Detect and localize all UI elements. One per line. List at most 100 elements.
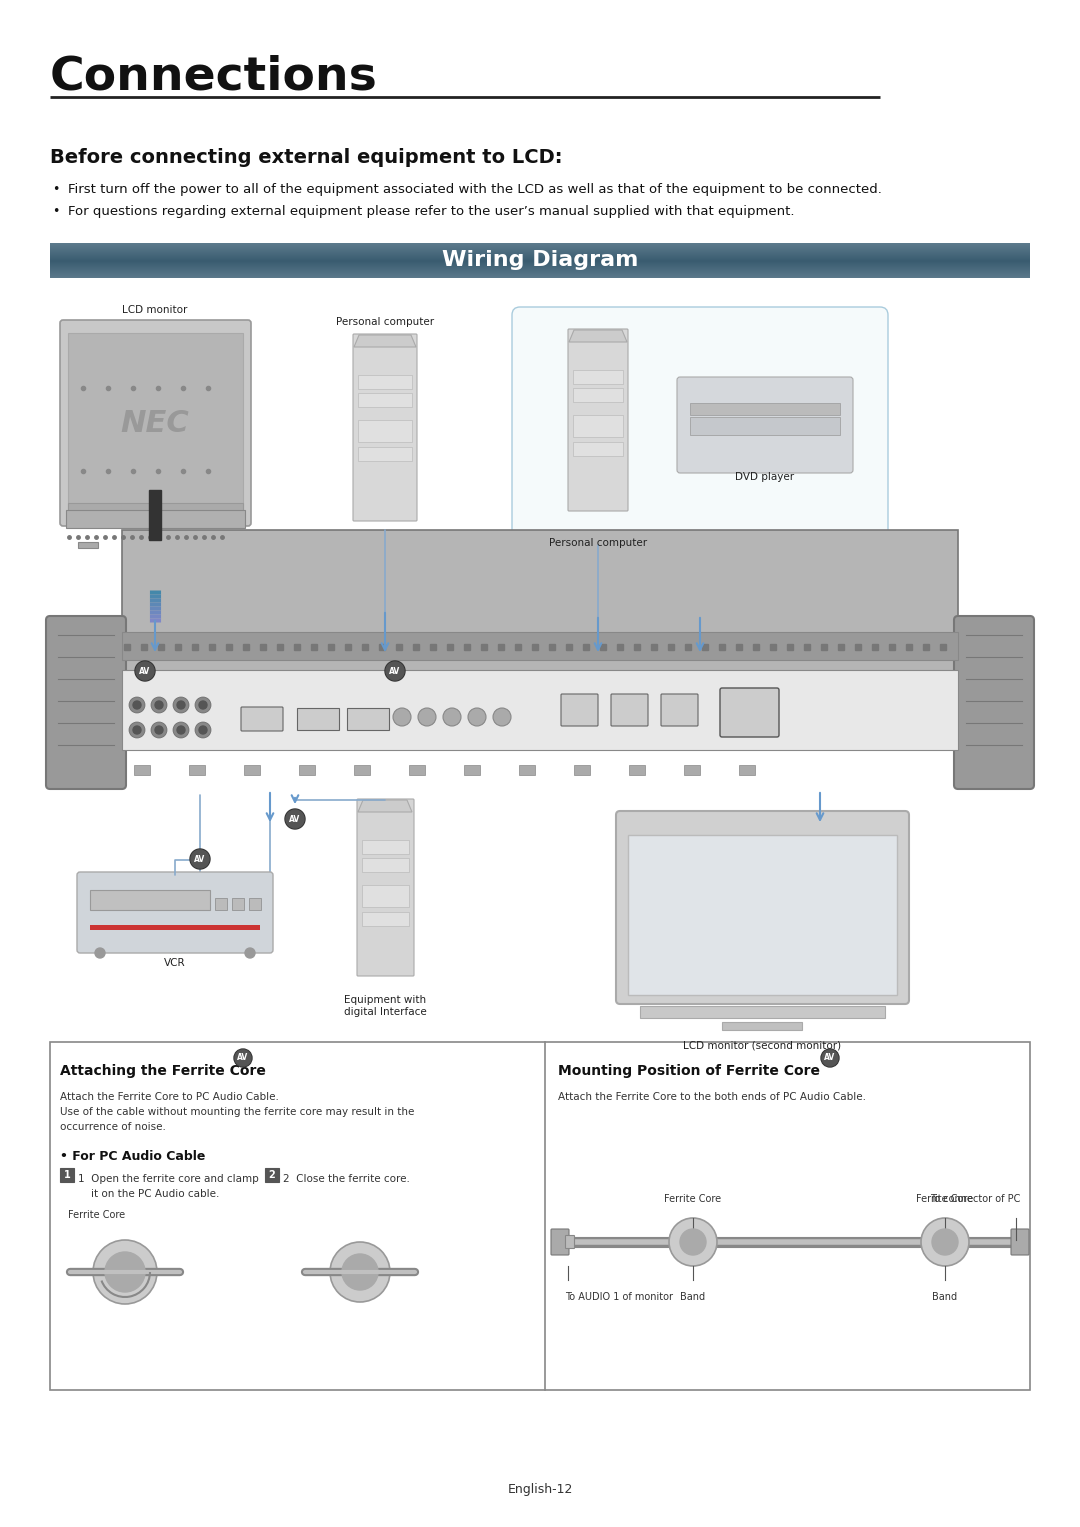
Text: Attaching the Ferrite Core: Attaching the Ferrite Core xyxy=(60,1064,266,1078)
Text: it on the PC Audio cable.: it on the PC Audio cable. xyxy=(78,1190,219,1199)
Text: •: • xyxy=(52,183,59,195)
Text: AV: AV xyxy=(289,814,300,823)
Circle shape xyxy=(177,725,185,734)
Circle shape xyxy=(822,1051,838,1066)
Bar xyxy=(357,376,411,389)
Bar xyxy=(723,1022,802,1031)
Bar xyxy=(640,1006,885,1019)
Circle shape xyxy=(285,809,305,829)
Text: First turn off the power to all of the equipment associated with the LCD as well: First turn off the power to all of the e… xyxy=(68,183,882,195)
Bar xyxy=(362,912,409,925)
Bar xyxy=(244,765,260,776)
Bar xyxy=(78,542,98,548)
FancyBboxPatch shape xyxy=(1011,1229,1029,1255)
Polygon shape xyxy=(357,800,411,812)
Bar xyxy=(357,447,411,461)
Text: Ferrite Core: Ferrite Core xyxy=(917,1194,973,1203)
Circle shape xyxy=(136,663,154,680)
Text: LCD monitor: LCD monitor xyxy=(122,305,188,315)
Bar xyxy=(122,670,958,750)
Circle shape xyxy=(821,1049,839,1067)
Bar xyxy=(189,765,205,776)
Bar xyxy=(627,835,897,996)
Bar xyxy=(149,490,161,541)
Text: Mounting Position of Ferrite Core: Mounting Position of Ferrite Core xyxy=(558,1064,820,1078)
Circle shape xyxy=(342,1254,378,1290)
Bar xyxy=(362,840,409,854)
Text: To AUDIO 1 of monitor: To AUDIO 1 of monitor xyxy=(565,1292,673,1303)
Text: occurrence of noise.: occurrence of noise. xyxy=(60,1122,166,1132)
Circle shape xyxy=(195,722,211,738)
Text: 2: 2 xyxy=(269,1170,275,1180)
FancyBboxPatch shape xyxy=(241,707,283,731)
Text: Equipment with
digital Interface: Equipment with digital Interface xyxy=(343,996,427,1017)
Bar xyxy=(354,765,370,776)
Circle shape xyxy=(680,1229,706,1255)
Circle shape xyxy=(393,709,411,725)
FancyBboxPatch shape xyxy=(512,307,888,553)
Circle shape xyxy=(135,661,156,681)
FancyBboxPatch shape xyxy=(566,1235,575,1249)
Bar xyxy=(90,925,260,930)
Bar xyxy=(519,765,535,776)
Text: Connections: Connections xyxy=(50,55,378,99)
Circle shape xyxy=(195,696,211,713)
Bar xyxy=(739,765,755,776)
Circle shape xyxy=(330,1241,390,1303)
Bar xyxy=(50,278,1030,1028)
Circle shape xyxy=(235,1051,251,1066)
Text: VCR: VCR xyxy=(164,957,186,968)
Text: English-12: English-12 xyxy=(508,1484,572,1496)
Circle shape xyxy=(177,701,185,709)
Text: Use of the cable without mounting the ferrite core may result in the: Use of the cable without mounting the fe… xyxy=(60,1107,415,1116)
FancyBboxPatch shape xyxy=(77,872,273,953)
Text: • For PC Audio Cable: • For PC Audio Cable xyxy=(60,1150,205,1164)
Bar xyxy=(68,333,243,513)
Text: 2  Close the ferrite core.: 2 Close the ferrite core. xyxy=(283,1174,410,1183)
Circle shape xyxy=(932,1229,958,1255)
Bar xyxy=(362,886,409,907)
Bar xyxy=(573,388,623,402)
Polygon shape xyxy=(569,330,627,342)
Circle shape xyxy=(418,709,436,725)
FancyBboxPatch shape xyxy=(353,334,417,521)
Bar xyxy=(357,420,411,441)
Bar xyxy=(134,765,150,776)
Circle shape xyxy=(921,1219,969,1266)
Circle shape xyxy=(286,809,303,828)
Circle shape xyxy=(443,709,461,725)
FancyBboxPatch shape xyxy=(297,709,339,730)
Text: AV: AV xyxy=(238,1054,248,1063)
Bar xyxy=(362,858,409,872)
Text: Ferrite Core: Ferrite Core xyxy=(68,1209,125,1220)
Circle shape xyxy=(245,948,255,957)
Bar xyxy=(573,370,623,383)
Bar xyxy=(690,417,840,435)
Bar xyxy=(690,403,840,415)
Text: AV: AV xyxy=(139,666,150,675)
FancyBboxPatch shape xyxy=(677,377,853,473)
FancyBboxPatch shape xyxy=(661,693,698,725)
Bar xyxy=(464,765,480,776)
Circle shape xyxy=(384,661,405,681)
Text: Attach the Ferrite Core to PC Audio Cable.: Attach the Ferrite Core to PC Audio Cabl… xyxy=(60,1092,279,1102)
Text: AV: AV xyxy=(390,666,401,675)
Text: NEC: NEC xyxy=(121,409,189,438)
Circle shape xyxy=(234,1049,252,1067)
Text: AV: AV xyxy=(824,1054,836,1063)
Bar xyxy=(573,441,623,457)
FancyBboxPatch shape xyxy=(611,693,648,725)
FancyBboxPatch shape xyxy=(720,689,779,738)
Bar xyxy=(122,530,958,695)
Circle shape xyxy=(199,725,207,734)
Circle shape xyxy=(95,948,105,957)
Bar xyxy=(265,1168,279,1182)
Circle shape xyxy=(156,725,163,734)
Circle shape xyxy=(173,696,189,713)
Text: AV: AV xyxy=(194,855,205,863)
Circle shape xyxy=(669,1219,717,1266)
Bar xyxy=(215,898,227,910)
Bar xyxy=(357,392,411,408)
Circle shape xyxy=(151,722,167,738)
FancyBboxPatch shape xyxy=(568,328,627,512)
